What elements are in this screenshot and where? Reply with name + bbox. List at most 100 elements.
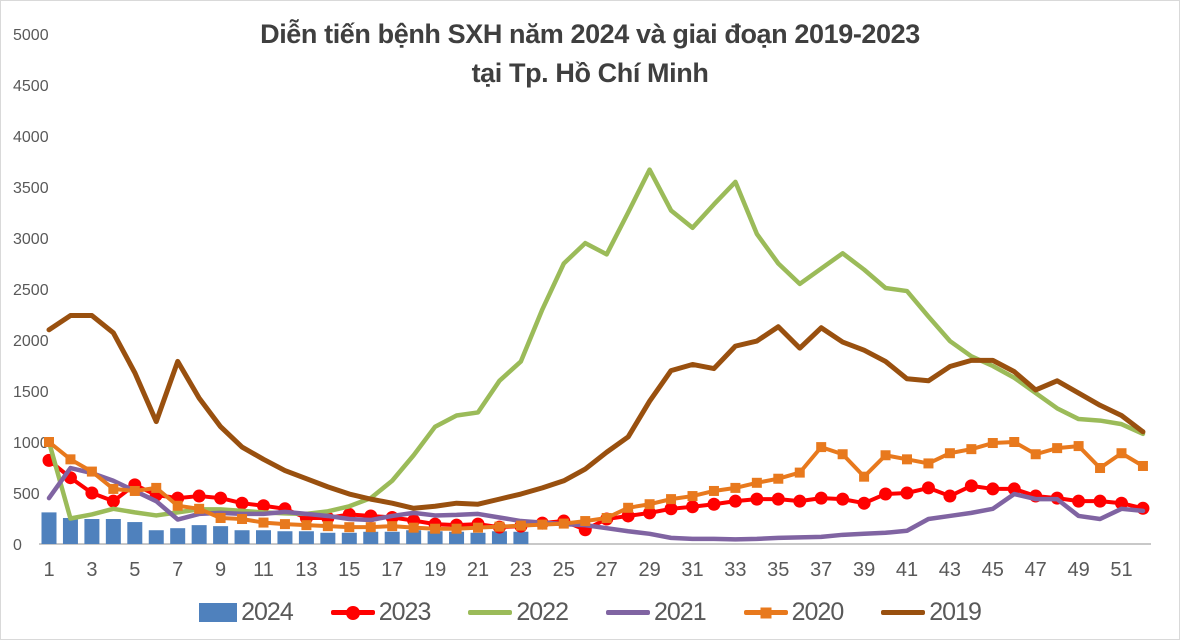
marker-2023 <box>1093 494 1107 508</box>
marker-2020 <box>65 454 76 465</box>
marker-2023 <box>836 492 850 506</box>
marker-2020 <box>344 522 355 533</box>
bar-2024 <box>470 532 486 544</box>
marker-2023 <box>964 479 978 493</box>
legend-item-2022: 2022 <box>468 598 569 627</box>
marker-2023 <box>1007 482 1021 496</box>
legend-label-2020: 2020 <box>791 598 845 626</box>
x-tick-label: 19 <box>424 559 446 581</box>
marker-2020 <box>430 523 441 534</box>
y-tick-label: 4500 <box>13 78 49 95</box>
y-tick-label: 0 <box>13 537 22 554</box>
marker-2020 <box>279 519 290 530</box>
line-2020 <box>47 440 1145 531</box>
legend-label-2021: 2021 <box>654 598 707 626</box>
legend-swatch-2019 <box>881 610 926 615</box>
marker-2020 <box>408 522 419 533</box>
bar-2024 <box>384 531 400 544</box>
line-2023 <box>47 458 1145 532</box>
legend-swatch-2020 <box>743 607 788 618</box>
legend-item-2020: 2020 <box>743 598 845 627</box>
legend-swatch-2023 <box>330 605 375 620</box>
x-tick-label: 27 <box>596 559 618 581</box>
x-tick-label: 3 <box>86 559 97 581</box>
y-tick-label: 2500 <box>13 282 49 299</box>
legend-item-2019: 2019 <box>881 598 982 627</box>
marker-2020 <box>687 491 698 502</box>
marker-2020 <box>644 499 655 510</box>
marker-2023 <box>793 494 807 508</box>
y-tick-label: 5000 <box>13 27 49 44</box>
chart-title-line2: tại Tp. Hồ Chí Minh <box>471 58 709 88</box>
x-tick-label: 35 <box>767 559 789 581</box>
bar-2024 <box>148 530 164 544</box>
marker-2020 <box>601 512 612 523</box>
marker-2020 <box>902 454 912 465</box>
marker-2023 <box>728 494 742 508</box>
marker-2020 <box>515 520 526 531</box>
marker-2023 <box>257 499 270 513</box>
marker-2023 <box>857 496 871 510</box>
marker-2020 <box>258 517 269 528</box>
marker-2020 <box>837 449 848 460</box>
chart-title: Diễn tiến bệnh SXH năm 2024 và giai đoạn… <box>1 15 1179 93</box>
x-tick-label: 47 <box>1025 559 1047 581</box>
bar-2024 <box>449 531 465 544</box>
marker-2020 <box>322 521 333 532</box>
legend-item-2024: 2024 <box>199 598 294 627</box>
bar-2024 <box>513 531 529 544</box>
x-tick-label: 25 <box>553 559 575 581</box>
marker-2020 <box>923 458 934 469</box>
legend-label-2019: 2019 <box>929 598 982 626</box>
marker-2020 <box>151 482 162 493</box>
legend-label-2024: 2024 <box>241 598 294 626</box>
marker-2020 <box>301 520 312 531</box>
marker-2020 <box>751 477 762 488</box>
y-tick-label: 1000 <box>13 435 49 452</box>
marker-2023 <box>235 496 249 510</box>
x-tick-label: 45 <box>982 559 1004 581</box>
x-tick-label: 29 <box>638 559 660 581</box>
marker-2020 <box>859 471 870 482</box>
legend-swatch-2021 <box>606 610 650 615</box>
legend-marker-2020 <box>760 607 772 618</box>
marker-2023 <box>986 482 1000 496</box>
marker-2023 <box>643 506 657 520</box>
marker-2020 <box>987 438 998 449</box>
marker-2020 <box>1116 448 1127 459</box>
bar-2024 <box>277 531 293 544</box>
y-tick-label: 1500 <box>13 384 49 401</box>
legend: 2024 2023 2022 2021 2020 2019 <box>1 598 1179 627</box>
bar-2024 <box>341 532 357 544</box>
y-tick-label: 3000 <box>13 231 49 248</box>
x-tick-label: 51 <box>1110 559 1132 581</box>
marker-2020 <box>1095 463 1106 474</box>
marker-2023 <box>771 492 785 506</box>
marker-2020 <box>108 483 119 494</box>
marker-2020 <box>215 512 226 523</box>
marker-2020 <box>537 519 548 530</box>
bar-2024 <box>84 519 100 544</box>
marker-2020 <box>194 503 205 514</box>
x-tick-label: 11 <box>253 559 274 581</box>
marker-2020 <box>773 473 784 484</box>
marker-2023 <box>1115 496 1128 510</box>
marker-2020 <box>666 494 677 505</box>
marker-2020 <box>730 482 741 493</box>
x-tick-label: 49 <box>1067 559 1089 581</box>
marker-2020 <box>129 485 140 496</box>
bar-2024 <box>127 522 143 544</box>
marker-2023 <box>192 489 206 503</box>
marker-2023 <box>106 494 120 508</box>
x-tick-label: 9 <box>215 559 226 581</box>
marker-2023 <box>879 487 893 501</box>
legend-label-2022: 2022 <box>516 598 569 626</box>
bar-2024 <box>256 530 271 544</box>
marker-2020 <box>966 444 977 455</box>
chart-title-line1: Diễn tiến bệnh SXH năm 2024 và giai đoạn… <box>260 19 920 49</box>
legend-item-2021: 2021 <box>606 598 707 627</box>
marker-2023 <box>943 489 957 503</box>
marker-2020 <box>473 522 483 533</box>
marker-2023 <box>900 486 914 500</box>
